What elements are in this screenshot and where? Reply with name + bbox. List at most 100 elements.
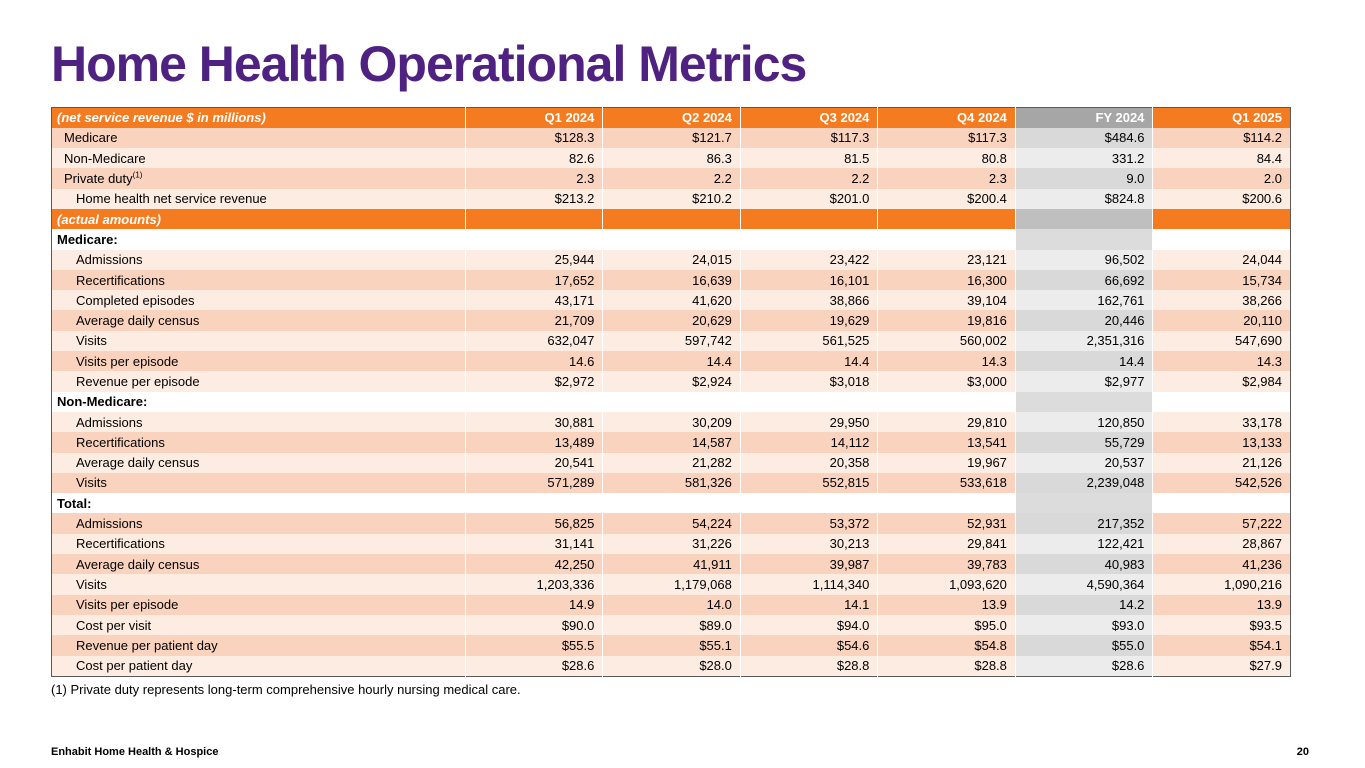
metric-value-cell: 2,239,048 (1015, 472, 1154, 494)
column-header-q3-2024: Q3 2024 (740, 107, 879, 128)
row-label: Admissions (51, 249, 466, 270)
metric-value-cell: 82.6 (465, 148, 604, 169)
metric-value-cell: 53,372 (740, 513, 879, 534)
table-row: Revenue per patient day $55.5 $55.1 $54.6 $5… (51, 635, 1291, 656)
metric-value-cell: 2.0 (1152, 168, 1291, 189)
metric-value-cell (877, 208, 1016, 230)
metric-value-cell: $54.1 (1152, 635, 1291, 656)
footer-company: Enhabit Home Health & Hospice (51, 746, 219, 758)
metric-value-cell: 66,692 (1015, 269, 1154, 291)
metric-value-cell: 43,171 (465, 290, 604, 311)
metric-value-cell: 14.4 (602, 351, 741, 372)
metric-value-cell: 14.0 (602, 594, 741, 615)
metric-value-cell: 23,422 (740, 249, 879, 270)
table-header-label: (net service revenue $ in millions) (51, 107, 466, 128)
column-header-q1-2025: Q1 2025 (1152, 107, 1291, 128)
metric-value-cell (1015, 208, 1154, 230)
metric-value-cell: 54,224 (602, 513, 741, 534)
metric-value-cell: 23,121 (877, 249, 1016, 270)
table-row: Visits per episode 14.6 14.4 14.4 14.3 14.4 14… (51, 351, 1291, 372)
metric-value-cell: 560,002 (877, 330, 1016, 352)
metric-value-cell: $200.6 (1152, 188, 1291, 209)
metric-value-cell: 39,104 (877, 290, 1016, 311)
column-header-q1-2024: Q1 2024 (465, 107, 604, 128)
table-row: Visits 1,203,336 1,179,068 1,114,340 1,093,6… (51, 574, 1291, 595)
metric-value-cell: 39,783 (877, 554, 1016, 575)
metric-value-cell: 14.3 (1152, 351, 1291, 372)
metric-value-cell: $824.8 (1015, 188, 1154, 209)
slide-content: Home Health Operational Metrics (net ser… (51, 0, 1291, 697)
metric-value-cell: 13,541 (877, 432, 1016, 453)
row-label: Non-Medicare (51, 148, 466, 169)
metric-value-cell (740, 391, 879, 412)
metric-value-cell: 14,587 (602, 432, 741, 453)
metric-value-cell: 30,213 (740, 533, 879, 555)
row-label: Home health net service revenue (51, 188, 466, 209)
column-header-fy-2024: FY 2024 (1015, 107, 1154, 128)
metric-value-cell: 2.2 (740, 168, 879, 189)
metric-value-cell: $28.6 (465, 655, 604, 677)
table-row: Admissions 56,825 54,224 53,372 52,931 217,35… (51, 513, 1291, 534)
metric-value-cell: $55.1 (602, 635, 741, 656)
metric-value-cell: 20,629 (602, 310, 741, 331)
metric-value-cell: $28.0 (602, 655, 741, 677)
metric-value-cell: 552,815 (740, 472, 879, 494)
metric-value-cell: 28,867 (1152, 533, 1291, 555)
metric-value-cell: $2,924 (602, 371, 741, 392)
table-row: Recertifications 13,489 14,587 14,112 13,541… (51, 432, 1291, 453)
row-label: Recertifications (51, 432, 466, 453)
row-label: Recertifications (51, 533, 466, 555)
metric-value-cell: 20,446 (1015, 310, 1154, 331)
metric-value-cell: $94.0 (740, 614, 879, 636)
metric-value-cell: 30,881 (465, 411, 604, 433)
metric-value-cell: 33,178 (1152, 411, 1291, 433)
row-label: Admissions (51, 513, 466, 534)
metric-value-cell: 13.9 (1152, 594, 1291, 615)
metric-value-cell: $28.8 (877, 655, 1016, 677)
row-label: Revenue per episode (51, 371, 466, 392)
metric-value-cell: 1,203,336 (465, 574, 604, 595)
row-label: Average daily census (51, 310, 466, 331)
row-label: Recertifications (51, 269, 466, 291)
metric-value-cell: 84.4 (1152, 148, 1291, 169)
table-row: Cost per visit $90.0 $89.0 $94.0 $95.0 $93.0 $… (51, 614, 1291, 636)
metric-value-cell: 331.2 (1015, 148, 1154, 169)
metric-value-cell: 42,250 (465, 554, 604, 575)
row-label: Private duty(1) (51, 168, 466, 189)
metric-value-cell: 17,652 (465, 269, 604, 291)
row-label: Average daily census (51, 452, 466, 473)
row-label: Admissions (51, 411, 466, 433)
metric-value-cell: 581,326 (602, 472, 741, 494)
metric-value-cell: $28.6 (1015, 655, 1154, 677)
metric-value-cell: 14.2 (1015, 594, 1154, 615)
metric-value-cell: 41,236 (1152, 554, 1291, 575)
row-label: Visits (51, 574, 466, 595)
metric-value-cell: 31,141 (465, 533, 604, 555)
metric-value-cell: 9.0 (1015, 168, 1154, 189)
metric-value-cell (1152, 208, 1291, 230)
metric-value-cell: 1,179,068 (602, 574, 741, 595)
metric-value-cell: 16,101 (740, 269, 879, 291)
metric-value-cell: $2,984 (1152, 371, 1291, 392)
metric-value-cell (465, 229, 604, 250)
metric-value-cell: 86.3 (602, 148, 741, 169)
metric-value-cell: 14.9 (465, 594, 604, 615)
table-row: Recertifications 31,141 31,226 30,213 29,841… (51, 533, 1291, 555)
metric-value-cell: 19,816 (877, 310, 1016, 331)
metric-value-cell: $210.2 (602, 188, 741, 209)
footnote-marker: (1) (132, 170, 143, 180)
column-header-q4-2024: Q4 2024 (877, 107, 1016, 128)
metric-value-cell: 30,209 (602, 411, 741, 433)
metric-value-cell: 162,761 (1015, 290, 1154, 311)
metric-value-cell: 31,226 (602, 533, 741, 555)
metric-value-cell: 38,266 (1152, 290, 1291, 311)
table-row: Non-Medicare 82.6 86.3 81.5 80.8 331.2 84.4 (51, 148, 1291, 169)
metric-value-cell: 122,421 (1015, 533, 1154, 555)
metric-value-cell: 2.3 (877, 168, 1016, 189)
table-header-row: (net service revenue $ in millions) Q1 2… (51, 107, 1291, 128)
row-label: (actual amounts) (51, 208, 466, 230)
metric-value-cell: $200.4 (877, 188, 1016, 209)
metric-value-cell: 14,112 (740, 432, 879, 453)
row-label: Visits (51, 472, 466, 494)
